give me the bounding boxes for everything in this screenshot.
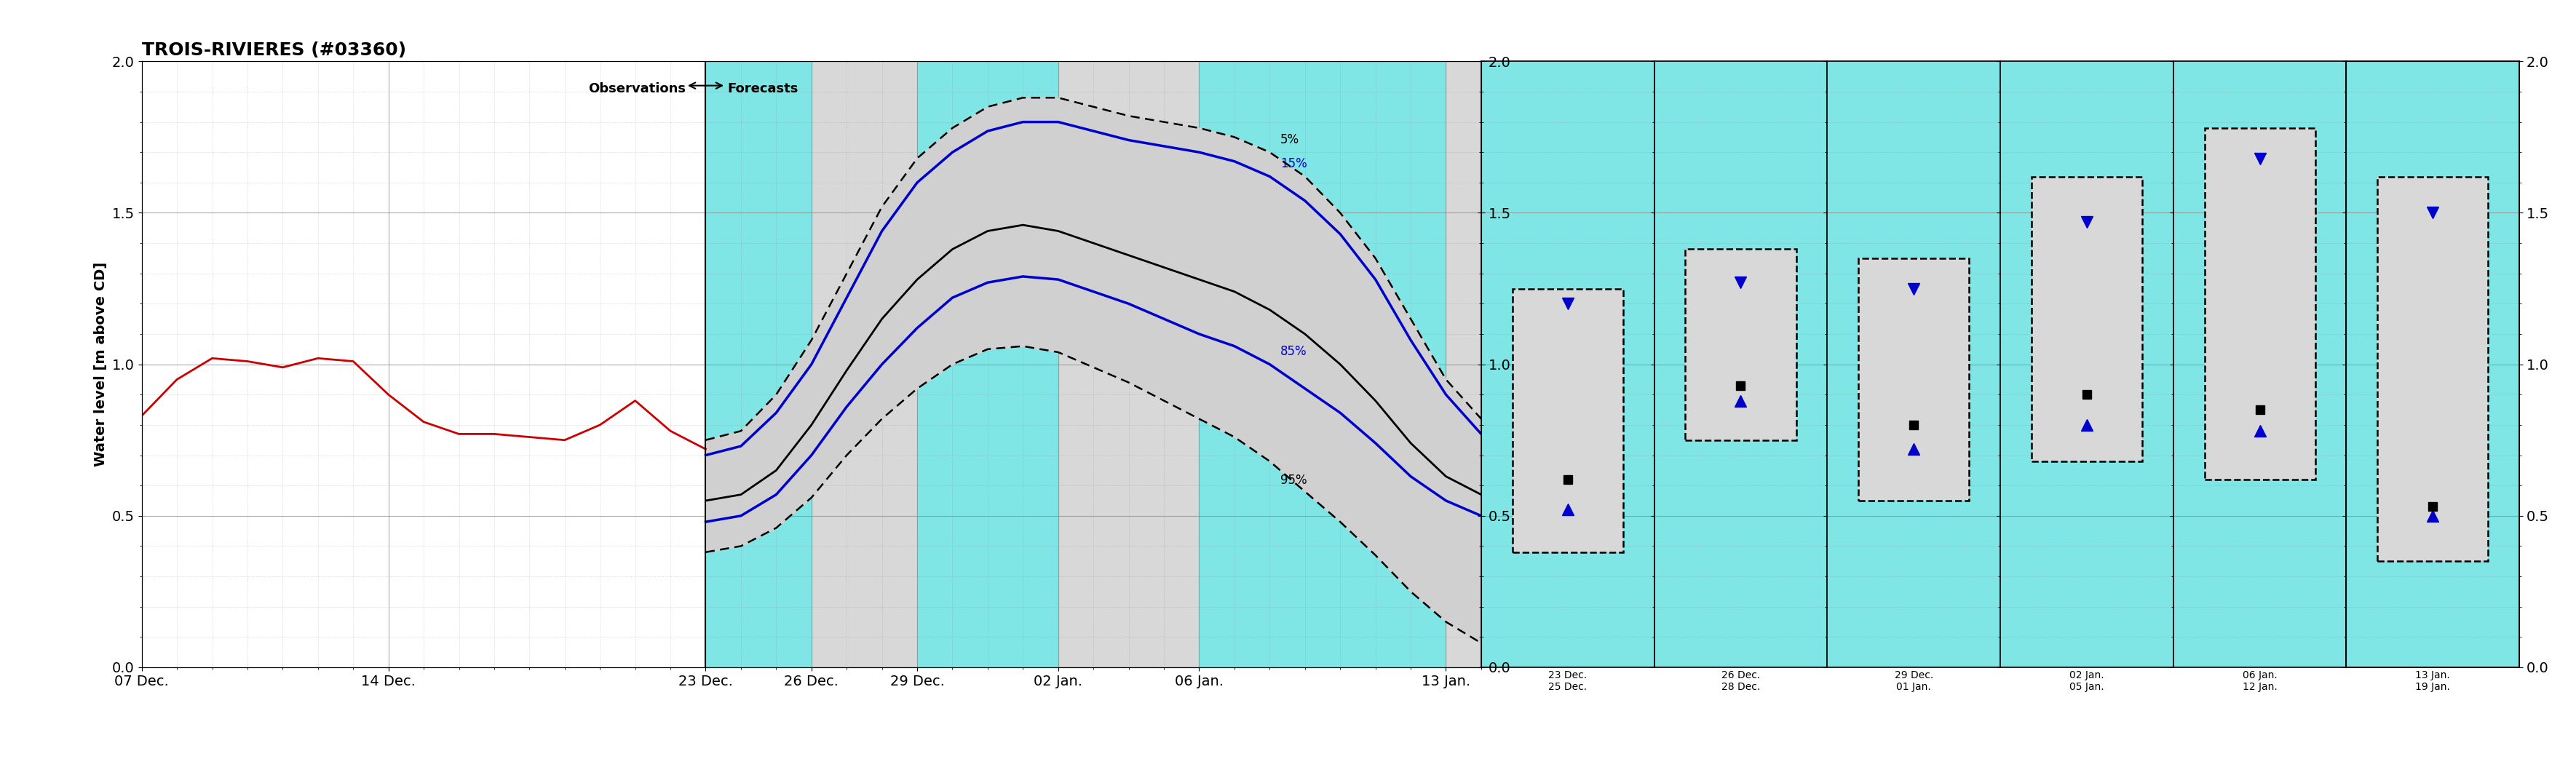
Text: Observations: Observations (587, 83, 685, 96)
Bar (2205, 128, 2316, 479)
Text: 85%: 85% (1280, 345, 1306, 358)
X-axis label: 06 Jan.
12 Jan.: 06 Jan. 12 Jan. (2244, 670, 2277, 693)
X-axis label: 29 Dec.
01 Jan.: 29 Dec. 01 Jan. (1893, 670, 1932, 693)
Text: TROIS-RIVIERES (#03360): TROIS-RIVIERES (#03360) (142, 41, 407, 59)
Text: 95%: 95% (1280, 473, 1306, 486)
Y-axis label: Water level [m above CD]: Water level [m above CD] (95, 262, 108, 466)
Bar (917, 61, 1059, 667)
Bar (2378, 176, 2488, 561)
X-axis label: 13 Jan.
19 Jan.: 13 Jan. 19 Jan. (2416, 670, 2450, 693)
Text: 5%: 5% (1280, 133, 1298, 146)
X-axis label: 23 Dec.
25 Dec.: 23 Dec. 25 Dec. (1548, 670, 1587, 693)
Bar (706, 61, 1481, 667)
Text: 15%: 15% (1280, 157, 1306, 170)
Bar (1685, 249, 1795, 440)
Bar (2032, 176, 2143, 461)
Bar (1857, 258, 1968, 501)
Text: Forecasts: Forecasts (726, 83, 799, 96)
Bar (1512, 288, 1623, 552)
X-axis label: 02 Jan.
05 Jan.: 02 Jan. 05 Jan. (2069, 670, 2105, 693)
Bar (1200, 61, 1445, 667)
Bar (706, 61, 811, 667)
X-axis label: 26 Dec.
28 Dec.: 26 Dec. 28 Dec. (1721, 670, 1759, 693)
